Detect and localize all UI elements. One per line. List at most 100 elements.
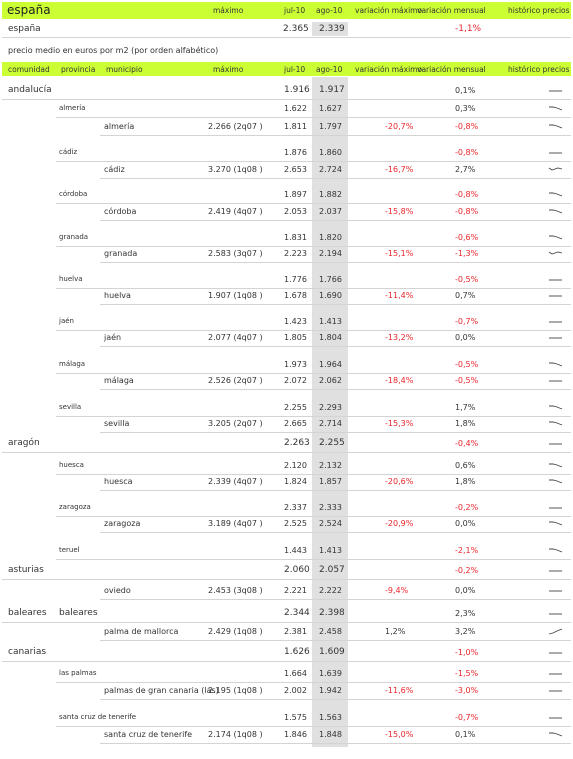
history-sparkline — [548, 610, 563, 618]
cell-var-max: -20,7% — [385, 122, 414, 131]
cell-var-mens: 0,0% — [455, 333, 476, 342]
cell-max: 2.174 (1q08 ) — [208, 730, 263, 739]
row-separator — [100, 532, 571, 533]
cell-ago: 2.724 — [319, 165, 342, 174]
history-sparkline — [548, 478, 563, 486]
cell-ago: 2.293 — [319, 403, 342, 412]
cell-jul: 1.664 — [284, 669, 307, 678]
cell-jul: 2.263 — [284, 438, 310, 448]
cell-jul: 2.072 — [284, 376, 307, 385]
cell-jul: 1.876 — [284, 148, 307, 157]
cell-var-mens: -0,8% — [455, 190, 479, 199]
col-comunidad: comunidad — [8, 65, 50, 74]
cell-provincia: santa cruz de tenerife — [59, 713, 137, 721]
cell-municipio: palmas de gran canaria (las) — [104, 686, 219, 695]
history-sparkline — [548, 276, 563, 284]
cell-municipio: sevilla — [104, 419, 130, 428]
header-var-mens: variación mensual — [417, 6, 486, 15]
history-sparkline — [548, 649, 563, 657]
history-sparkline — [548, 404, 563, 412]
cell-ago: 1.917 — [319, 85, 345, 95]
col-municipio: municipio — [106, 65, 143, 74]
cell-var-mens: 0,0% — [455, 586, 476, 595]
cell-municipio: almería — [104, 122, 135, 131]
cell-var-mens: 0,1% — [455, 86, 476, 95]
row-separator — [2, 579, 571, 580]
cell-var-max: -15,1% — [385, 249, 414, 258]
cell-max: 2.453 (3q08 ) — [208, 586, 263, 595]
row-separator — [2, 452, 571, 453]
cell-jul: 2.665 — [284, 419, 307, 428]
cell-ago: 1.627 — [319, 104, 342, 113]
cell-var-mens: -0,7% — [455, 713, 479, 722]
row-separator — [100, 490, 571, 491]
row-separator — [56, 246, 571, 247]
cell-jul: 1.626 — [284, 647, 310, 657]
cell-municipio: santa cruz de tenerife — [104, 730, 193, 739]
col-jul: jul-10 — [284, 65, 306, 74]
row-separator — [56, 416, 571, 417]
cell-var-mens: -0,8% — [455, 122, 479, 131]
table-header-bar — [2, 62, 571, 76]
row-separator — [2, 622, 571, 623]
spain-row-divider — [2, 37, 571, 38]
history-sparkline — [548, 687, 563, 695]
cell-var-max: 1,2% — [385, 627, 406, 636]
history-sparkline — [548, 670, 563, 678]
row-separator — [56, 474, 571, 475]
cell-max: 2.526 (2q07 ) — [208, 376, 263, 385]
cell-comunidad: asturias — [8, 565, 44, 575]
cell-municipio: zaragoza — [104, 519, 141, 528]
cell-jul: 2.653 — [284, 165, 307, 174]
history-sparkline — [548, 462, 563, 470]
history-sparkline — [548, 504, 563, 512]
cell-ago: 2.057 — [319, 565, 345, 575]
cell-ago: 2.714 — [319, 419, 342, 428]
cell-jul: 1.575 — [284, 713, 307, 722]
history-sparkline — [548, 731, 563, 739]
history-sparkline — [548, 334, 563, 342]
cell-ago: 1.766 — [319, 275, 342, 284]
cell-var-mens: -0,5% — [455, 376, 479, 385]
history-sparkline — [548, 628, 563, 636]
col-provincia: provincia — [61, 65, 96, 74]
cell-jul: 1.973 — [284, 360, 307, 369]
row-separator — [56, 330, 571, 331]
cell-var-mens: -3,0% — [455, 686, 479, 695]
cell-ago: 1.820 — [319, 233, 342, 242]
cell-var-mens: -0,8% — [455, 148, 479, 157]
cell-comunidad: aragón — [8, 438, 40, 448]
cell-ago: 1.690 — [319, 291, 342, 300]
header-jul: jul-10 — [284, 6, 306, 15]
cell-jul: 2.525 — [284, 519, 307, 528]
row-separator — [100, 220, 571, 221]
cell-municipio: córdoba — [104, 207, 137, 216]
cell-provincia: córdoba — [59, 190, 88, 198]
header-max: máximo — [213, 6, 244, 15]
col-var-max: variación máximo — [355, 65, 423, 74]
cell-var-max: -9,4% — [385, 586, 409, 595]
cell-ago: 2.398 — [319, 608, 345, 618]
history-sparkline — [548, 361, 563, 369]
row-separator — [100, 346, 571, 347]
cell-jul: 2.381 — [284, 627, 307, 636]
header-var-max: variación máximo — [355, 6, 423, 15]
cell-ago: 1.882 — [319, 190, 342, 199]
col-var-mens: variación mensual — [417, 65, 486, 74]
cell-var-mens: -0,5% — [455, 360, 479, 369]
cell-ago: 2.458 — [319, 627, 342, 636]
row-separator — [100, 178, 571, 179]
row-separator — [100, 304, 571, 305]
row-separator — [100, 135, 571, 136]
header-hist: histórico precios — [508, 6, 570, 15]
spain-row-ago: 2.339 — [319, 24, 345, 34]
cell-var-mens: 0,7% — [455, 291, 476, 300]
page-title: españa — [7, 3, 51, 17]
history-sparkline — [548, 234, 563, 242]
row-separator — [56, 288, 571, 289]
cell-var-max: -11,4% — [385, 291, 414, 300]
spain-row-jul: 2.365 — [283, 24, 309, 34]
cell-provincia: zaragoza — [59, 503, 91, 511]
cell-provincia: baleares — [59, 608, 98, 618]
cell-jul: 2.255 — [284, 403, 307, 412]
